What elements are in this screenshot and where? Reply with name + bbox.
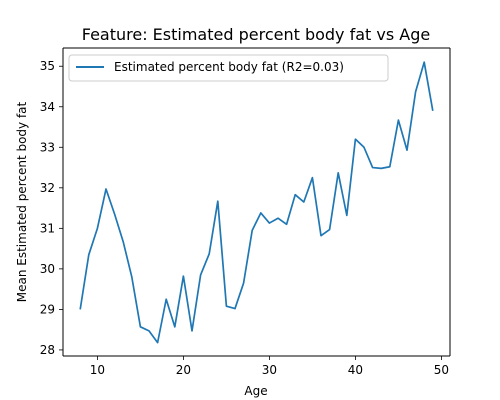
x-tick-label: 50	[434, 363, 449, 377]
y-tick-label: 30	[40, 262, 55, 276]
y-tick-label: 35	[40, 59, 55, 73]
x-tick-label: 30	[262, 363, 277, 377]
plot-area: 10 20 30 40 50 28 29 30 31 32 33 34 35	[40, 47, 451, 377]
legend-box	[68, 54, 389, 82]
y-tick-label: 28	[40, 343, 55, 357]
legend: Estimated percent body fat (R2=0.03)	[68, 54, 389, 82]
x-ticks: 10 20 30 40 50	[90, 356, 449, 377]
y-tick-label: 33	[40, 140, 55, 154]
x-axis-label: Age	[244, 384, 267, 398]
series-layer	[79, 61, 434, 344]
y-tick-label: 29	[40, 302, 55, 316]
y-ticks: 28 29 30 31 32 33 34 35	[40, 59, 63, 357]
legend-label: Estimated percent body fat (R2=0.03)	[114, 60, 344, 74]
x-tick-label: 10	[90, 363, 105, 377]
series-line	[79, 61, 434, 344]
x-tick-label: 40	[348, 363, 363, 377]
y-tick-label: 34	[40, 100, 55, 114]
chart-title: Feature: Estimated percent body fat vs A…	[82, 25, 431, 44]
y-tick-label: 31	[40, 221, 55, 235]
y-tick-label: 32	[40, 181, 55, 195]
x-tick-label: 20	[176, 363, 191, 377]
y-axis-label: Mean Estimated percent body fat	[15, 101, 29, 302]
